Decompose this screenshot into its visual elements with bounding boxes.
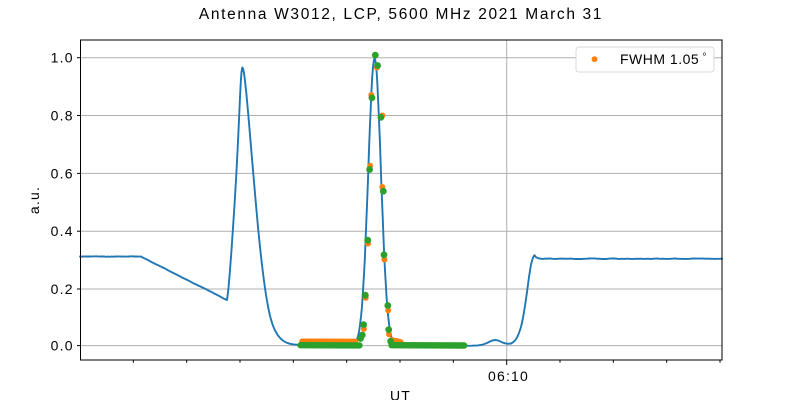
svg-text:0.6: 0.6 bbox=[51, 165, 74, 181]
svg-text:06:10: 06:10 bbox=[488, 368, 529, 384]
svg-text:Antenna W3012, LCP, 5600 MHz 2: Antenna W3012, LCP, 5600 MHz 2021 March … bbox=[199, 6, 603, 23]
svg-text:0.2: 0.2 bbox=[51, 281, 74, 297]
svg-text:0.8: 0.8 bbox=[51, 108, 74, 124]
svg-text:UT: UT bbox=[390, 388, 411, 400]
svg-text:FWHM 1.05 °: FWHM 1.05 ° bbox=[620, 51, 707, 67]
svg-text:a.u.: a.u. bbox=[26, 186, 42, 214]
svg-text:0.0: 0.0 bbox=[51, 338, 74, 354]
svg-text:1.0: 1.0 bbox=[51, 50, 74, 66]
svg-text:0.4: 0.4 bbox=[51, 223, 74, 239]
